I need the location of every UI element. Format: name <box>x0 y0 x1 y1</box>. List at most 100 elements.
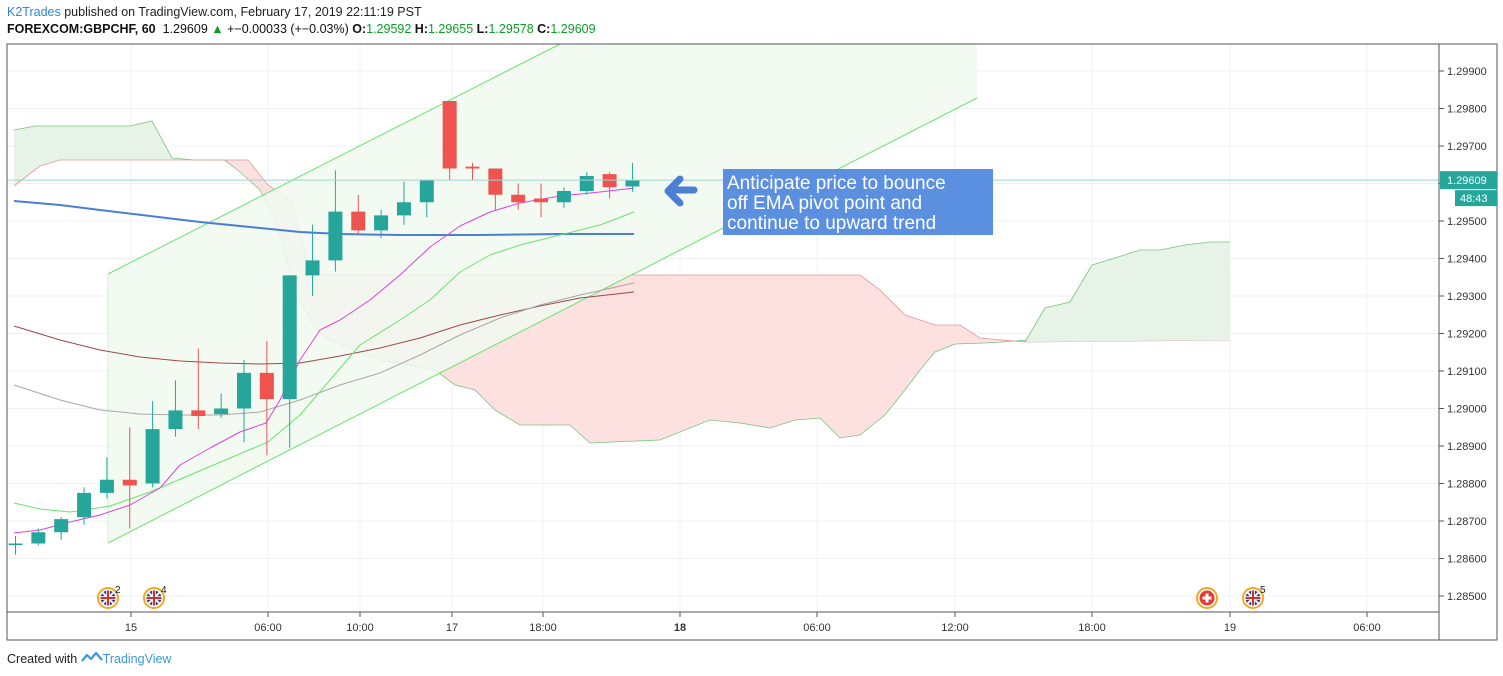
candle-body <box>579 176 594 191</box>
price-tick-label: 1.28900 <box>1447 441 1487 453</box>
price-tick-label: 1.28600 <box>1447 554 1487 566</box>
author-name[interactable]: K2Trades <box>7 5 61 19</box>
indicator-lines <box>13 187 635 534</box>
candle-down <box>488 168 503 210</box>
event-count: 4 <box>161 585 167 596</box>
o-label: O: <box>352 22 367 36</box>
uk-cross-h-red <box>1245 597 1261 599</box>
header-publish-line: K2Trades published on TradingView.com, F… <box>7 5 422 19</box>
candle-body <box>237 372 251 409</box>
uk-flag-icon: 2 <box>97 585 121 609</box>
header-ohlc-line: FOREXCOM:GBPCHF, 60 1.29609 ▲ +−0.00033 … <box>7 22 596 36</box>
price-tick-label: 1.29000 <box>1447 404 1487 416</box>
magenta-line <box>13 187 635 534</box>
candle-body <box>282 275 297 400</box>
time-tick-label: 10:00 <box>346 622 374 634</box>
cloud-red <box>222 160 1230 443</box>
time-tick-label: 18:00 <box>529 622 557 634</box>
uk-cross-h-red <box>146 597 162 599</box>
candle-up <box>77 487 92 525</box>
candle-body <box>305 260 320 276</box>
chart-border <box>6 43 1498 641</box>
price-tick-label: 1.29300 <box>1447 291 1487 303</box>
price-tick-label: 1.29400 <box>1447 254 1487 266</box>
chart-frame <box>6 43 1498 641</box>
cloud-green-right <box>1025 242 1230 342</box>
candle-body <box>145 429 160 484</box>
tradingview-brand[interactable]: TradingView <box>102 652 172 666</box>
channel-upper-line <box>107 43 561 275</box>
price-tick-label: 1.29900 <box>1447 66 1487 78</box>
uk-flag-icon: 5 <box>1242 585 1266 609</box>
candle-up <box>31 528 46 546</box>
candle-up <box>305 224 320 296</box>
tradingview-logo-icon <box>80 651 103 662</box>
candle-up <box>54 517 69 540</box>
candle-up <box>556 187 571 208</box>
change-value: +−0.00033 (+−0.03%) <box>227 22 349 36</box>
candle-up <box>8 536 23 555</box>
channel-fill <box>108 44 977 543</box>
candle-down <box>602 172 617 199</box>
c-label: C: <box>537 22 551 36</box>
candle-body <box>191 410 206 416</box>
c-value: 1.29609 <box>550 22 596 36</box>
annotation-text-line: off EMA pivot point and <box>727 193 922 214</box>
h-label: H: <box>414 22 428 36</box>
annotation-box <box>723 169 993 235</box>
candle-body <box>534 198 549 203</box>
ema-blue-line <box>13 200 634 236</box>
candle-body <box>488 168 503 195</box>
candle-up <box>214 393 229 418</box>
candle-body <box>374 215 389 231</box>
last-price: 1.29609 <box>162 22 208 36</box>
countdown-value: 48:43 <box>1460 193 1488 205</box>
time-tick-label: 12:00 <box>941 622 969 634</box>
time-tick-label: 06:00 <box>1353 622 1381 634</box>
candle-body <box>351 211 366 231</box>
time-tick-label: 17 <box>446 622 458 634</box>
green-baseline-line <box>13 211 635 513</box>
candle-body <box>214 408 229 415</box>
ema-gray-line <box>13 282 635 416</box>
candle-down <box>259 341 274 456</box>
swiss-cross-h <box>1202 596 1212 600</box>
candle-body <box>419 179 434 203</box>
candle-body <box>511 194 526 203</box>
candle-up <box>419 179 434 218</box>
price-tick-label: 1.29700 <box>1447 141 1487 153</box>
candle-up <box>396 181 411 225</box>
current-price-tag <box>1440 171 1497 190</box>
candle-down <box>122 427 137 529</box>
current-price-value: 1.29609 <box>1447 175 1487 187</box>
time-tick-label: 19 <box>1224 622 1236 634</box>
uk-flag-icon: 4 <box>143 585 167 609</box>
created-with-text: Created with <box>7 652 78 666</box>
candle-down <box>191 348 206 430</box>
candle-down <box>442 101 457 180</box>
swiss-flag-icon <box>1196 587 1218 609</box>
candle-up <box>237 359 251 443</box>
event-markers: 2 4 5 <box>97 585 1266 609</box>
ichimoku-cloud <box>13 120 1231 444</box>
candle-body <box>54 519 69 533</box>
arrow-left-icon <box>664 175 684 207</box>
candle-body <box>556 191 571 203</box>
price-tick-label: 1.28700 <box>1447 516 1487 528</box>
cloud-green-left <box>14 121 228 186</box>
candle-body <box>328 211 343 261</box>
price-tick-label: 1.29100 <box>1447 366 1487 378</box>
event-count: 2 <box>115 585 121 596</box>
ema-brown-line <box>13 291 635 365</box>
event-count: 5 <box>1260 585 1266 596</box>
annotation-text-line: Anticipate price to bounce <box>727 173 946 194</box>
o-value: 1.29592 <box>366 22 412 36</box>
candle-body <box>31 532 46 544</box>
price-tick-label: 1.29200 <box>1447 329 1487 341</box>
candle-up <box>99 457 114 499</box>
candle-body <box>396 202 411 216</box>
price-tick-label: 1.29800 <box>1447 104 1487 116</box>
uk-cross-h-red <box>100 597 116 599</box>
time-tick-label: 06:00 <box>254 622 282 634</box>
